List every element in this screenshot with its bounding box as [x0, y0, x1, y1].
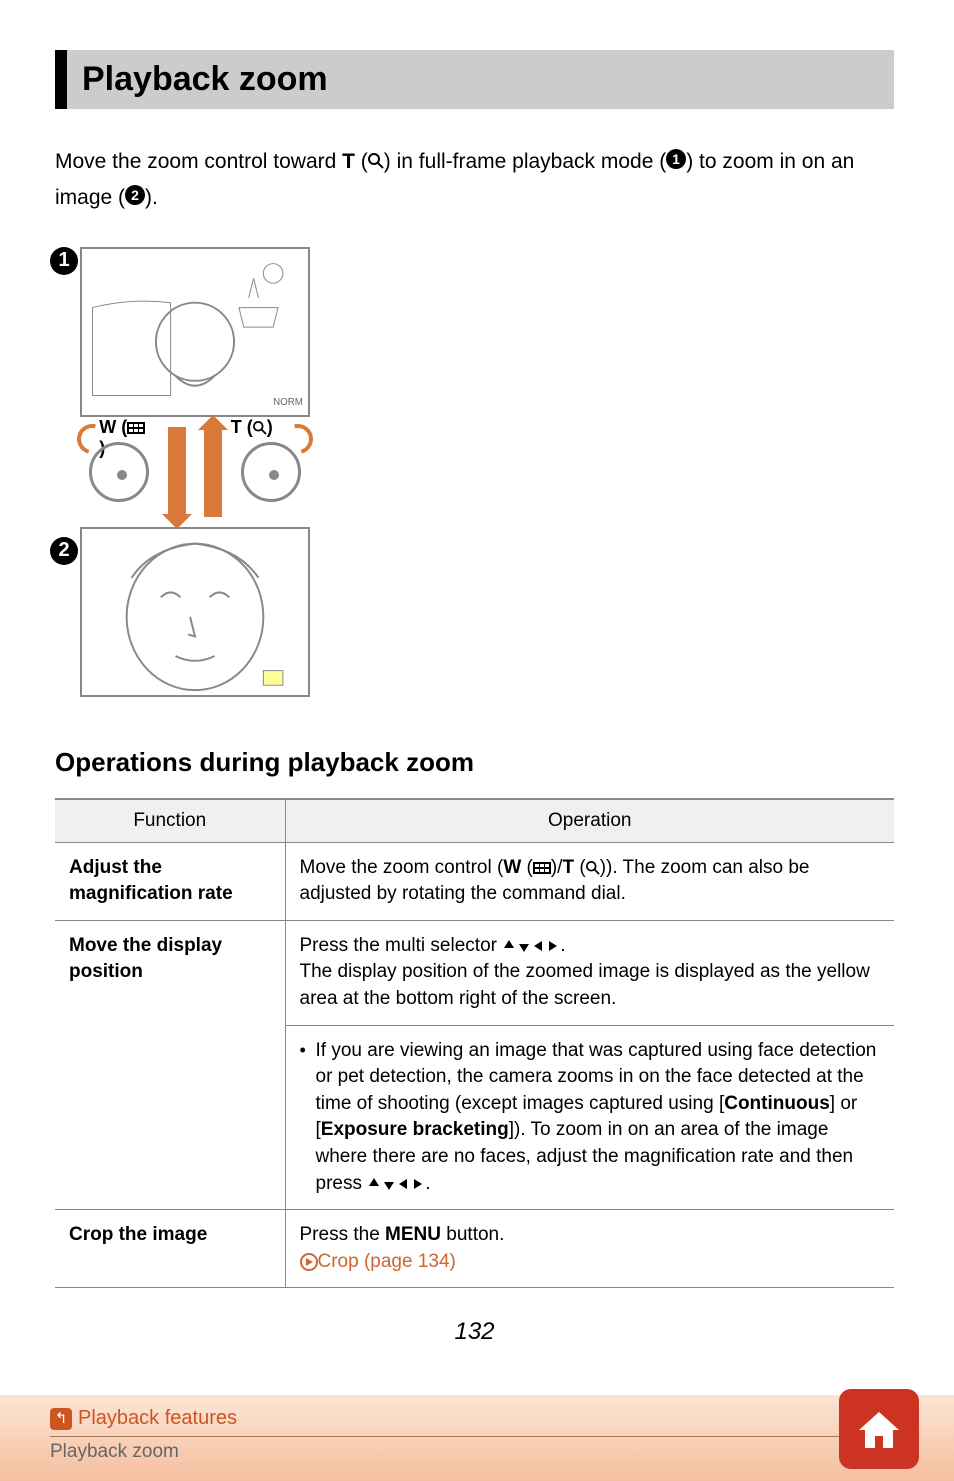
- dpad-arrows-icon: [502, 938, 560, 954]
- illustration-area: 1 NORM W () T () 2: [55, 247, 315, 707]
- crop-op-text1: Press the: [300, 1224, 386, 1245]
- intro-paragraph: Move the zoom control toward T () in ful…: [55, 144, 894, 217]
- move-exposure: Exposure bracketing: [321, 1119, 509, 1140]
- intro-text-1: Move the zoom control toward: [55, 150, 342, 173]
- dpad-arrows-icon: [367, 1176, 425, 1192]
- move-op1-text1: Press the multi selector: [300, 935, 503, 956]
- table-row: Crop the image Press the MENU button. Cr…: [55, 1210, 894, 1288]
- header-function: Function: [55, 799, 285, 843]
- section-heading-bar: Playback zoom: [55, 50, 894, 109]
- scene-sketch-icon: NORM: [82, 249, 308, 415]
- operations-table: Function Operation Adjust the magnificat…: [55, 798, 894, 1289]
- magnify-icon: [253, 421, 267, 435]
- adjust-operation: Move the zoom control (W ()/T ()). The z…: [285, 842, 894, 920]
- dial-left-icon: [89, 442, 149, 502]
- move-label: Move the display position: [55, 920, 285, 1209]
- crop-op-text2: button.: [441, 1224, 504, 1245]
- thumbnail-icon: [533, 862, 551, 874]
- table-row: Move the display position Press the mult…: [55, 920, 894, 1209]
- t-zoom-label: T (): [231, 417, 273, 438]
- svg-text:NORM: NORM: [273, 397, 303, 408]
- svg-text:2: 2: [131, 187, 139, 203]
- adjust-t: T: [562, 857, 574, 878]
- zoom-controls-row: W () T (): [80, 417, 310, 527]
- adjust-w: W: [503, 857, 521, 878]
- page-number: 132: [55, 1318, 894, 1346]
- magnify-icon: [368, 145, 384, 181]
- illustration-panel-top: NORM: [80, 247, 310, 417]
- t-dial-group: T (): [241, 442, 301, 502]
- magnify-icon: [586, 861, 600, 875]
- arrow-up-icon: [204, 427, 222, 517]
- crop-label: Crop the image: [55, 1210, 285, 1288]
- move-op1-line2: The display position of the zoomed image…: [300, 961, 870, 1009]
- inner-divider: [286, 1025, 895, 1026]
- badge-1-inline: 1: [666, 145, 686, 181]
- breadcrumb-label: Playback features: [78, 1407, 237, 1429]
- intro-text-4: ).: [145, 186, 158, 209]
- crop-link[interactable]: Crop (page 134): [318, 1251, 456, 1272]
- section-heading: Playback zoom: [82, 60, 879, 99]
- intro-text-2: in full-frame playback mode (: [397, 150, 667, 173]
- t-label: T: [342, 150, 355, 173]
- adjust-op-text1: Move the zoom control (: [300, 857, 504, 878]
- thumbnail-icon: [127, 422, 145, 434]
- move-continuous: Continuous: [724, 1093, 830, 1114]
- link-arrow-icon: [300, 1251, 318, 1272]
- header-operation: Operation: [285, 799, 894, 843]
- table-row: Adjust the magnification rate Move the z…: [55, 842, 894, 920]
- subsection-title: Operations during playback zoom: [55, 747, 894, 778]
- crop-operation: Press the MENU button. Crop (page 134): [285, 1210, 894, 1288]
- svg-text:1: 1: [672, 151, 680, 167]
- badge-2: 2: [50, 537, 78, 565]
- move-operation: Press the multi selector . The display p…: [285, 920, 894, 1209]
- breadcrumb-sub: Playback zoom: [50, 1441, 904, 1463]
- move-op2-text4: .: [425, 1173, 430, 1194]
- move-op1-text2: .: [560, 935, 565, 956]
- move-bullet: If you are viewing an image that was cap…: [300, 1038, 881, 1198]
- adjust-label: Adjust the magnification rate: [55, 842, 285, 920]
- w-dial-group: W (): [89, 442, 149, 502]
- breadcrumb[interactable]: ↰ Playback features: [50, 1407, 904, 1437]
- badge-1: 1: [50, 247, 78, 275]
- home-icon: [854, 1404, 904, 1454]
- page-footer: ↰ Playback features Playback zoom: [0, 1395, 954, 1481]
- illustration-panel-bottom: [80, 527, 310, 697]
- home-button[interactable]: [839, 1389, 919, 1469]
- badge-2-inline: 2: [125, 181, 145, 217]
- menu-button-label: MENU: [385, 1224, 441, 1245]
- arrow-down-icon: [168, 427, 186, 517]
- face-sketch-icon: [82, 529, 308, 695]
- dial-right-icon: [241, 442, 301, 502]
- table-header-row: Function Operation: [55, 799, 894, 843]
- back-arrow-icon: ↰: [50, 1408, 72, 1430]
